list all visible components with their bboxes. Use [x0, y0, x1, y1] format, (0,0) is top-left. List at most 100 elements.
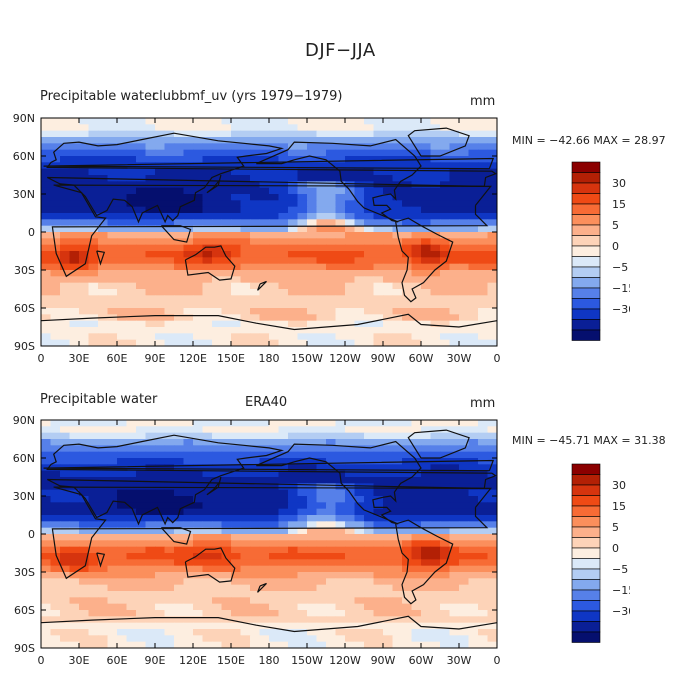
- field-cell: [459, 515, 470, 522]
- field-cell: [430, 244, 441, 252]
- field-cell: [402, 124, 413, 132]
- field-cell: [297, 156, 308, 163]
- field-cell: [60, 426, 71, 434]
- field-cell: [60, 257, 71, 265]
- field-cell: [297, 194, 308, 201]
- field-cell: [449, 143, 460, 151]
- field-cell: [145, 540, 156, 548]
- field-cell: [221, 257, 232, 265]
- field-cell: [107, 333, 118, 341]
- field-cell: [487, 635, 497, 643]
- field-cell: [250, 162, 261, 170]
- field-cell: [69, 308, 80, 315]
- field-cell: [297, 584, 308, 592]
- field-cell: [345, 534, 356, 541]
- field-cell: [278, 314, 289, 322]
- field-cell: [231, 295, 242, 303]
- field-cell: [79, 629, 90, 636]
- field-cell: [383, 439, 394, 446]
- field-cell: [136, 521, 147, 529]
- field-cell: [364, 156, 375, 163]
- field-cell: [411, 553, 422, 560]
- field-cell: [345, 168, 356, 176]
- field-cell: [430, 515, 441, 522]
- field-cell: [98, 515, 109, 522]
- field-cell: [212, 295, 223, 303]
- field-cell: [316, 251, 327, 258]
- field-cell: [79, 327, 90, 334]
- field-cell: [335, 502, 346, 510]
- field-cell: [430, 451, 441, 459]
- field-cell: [440, 339, 451, 346]
- field-cell: [383, 534, 394, 541]
- field-cell: [354, 546, 365, 554]
- field-cell: [145, 282, 156, 290]
- field-cell: [421, 295, 432, 303]
- field-cell: [364, 308, 375, 315]
- field-cell: [60, 168, 71, 176]
- field-cell: [174, 219, 185, 227]
- field-cell: [421, 213, 432, 220]
- field-cell: [449, 187, 460, 195]
- field-cell: [193, 149, 204, 157]
- field-cell: [221, 565, 232, 573]
- field-cell: [411, 143, 422, 151]
- field-cell: [449, 610, 460, 617]
- field-cell: [174, 464, 185, 472]
- field-cell: [117, 251, 128, 258]
- field-cell: [392, 225, 403, 233]
- field-cell: [60, 641, 71, 648]
- field-cell: [354, 263, 365, 271]
- field-cell: [430, 502, 441, 510]
- field-cell: [60, 225, 71, 233]
- field-cell: [316, 156, 327, 163]
- field-cell: [468, 130, 479, 138]
- field-cell: [440, 320, 451, 328]
- field-cell: [307, 143, 318, 151]
- field-cell: [126, 130, 137, 138]
- coastline-layer: [41, 127, 497, 331]
- field-cell: [392, 124, 403, 132]
- field-cell: [50, 451, 61, 459]
- field-cell: [259, 219, 270, 227]
- field-cell: [449, 289, 460, 296]
- field-cell: [174, 502, 185, 510]
- field-cell: [155, 502, 166, 510]
- field-cell: [41, 301, 52, 309]
- field-cell: [402, 445, 413, 453]
- field-cell: [79, 118, 90, 125]
- field-cell: [183, 162, 194, 170]
- field-cell: [240, 534, 251, 541]
- field-cell: [117, 591, 128, 598]
- field-cell: [478, 521, 489, 529]
- field-cell: [41, 200, 52, 208]
- field-cell: [345, 622, 356, 630]
- field-cell: [212, 489, 223, 497]
- field-cell: [288, 458, 299, 465]
- field-cell: [278, 610, 289, 617]
- field-cell: [126, 622, 137, 630]
- field-cell: [269, 124, 280, 132]
- field-cell: [145, 270, 156, 277]
- field-cell: [364, 162, 375, 170]
- field-cell: [240, 603, 251, 611]
- field-cell: [402, 320, 413, 328]
- field-cell: [183, 635, 194, 643]
- field-cell: [231, 339, 242, 346]
- field-cell: [231, 508, 242, 516]
- field-cell: [430, 426, 441, 434]
- field-cell: [440, 432, 451, 440]
- field-cell: [478, 143, 489, 151]
- field-cell: [50, 426, 61, 434]
- field-cell: [145, 603, 156, 611]
- field-cell: [468, 289, 479, 296]
- field-cell: [307, 521, 318, 529]
- field-cell: [221, 420, 232, 427]
- field-cell: [41, 118, 52, 125]
- field-cell: [136, 168, 147, 176]
- field-cell: [136, 219, 147, 227]
- field-cell: [345, 597, 356, 605]
- field-cell: [231, 270, 242, 277]
- field-cell: [41, 591, 52, 598]
- field-cell: [326, 339, 337, 346]
